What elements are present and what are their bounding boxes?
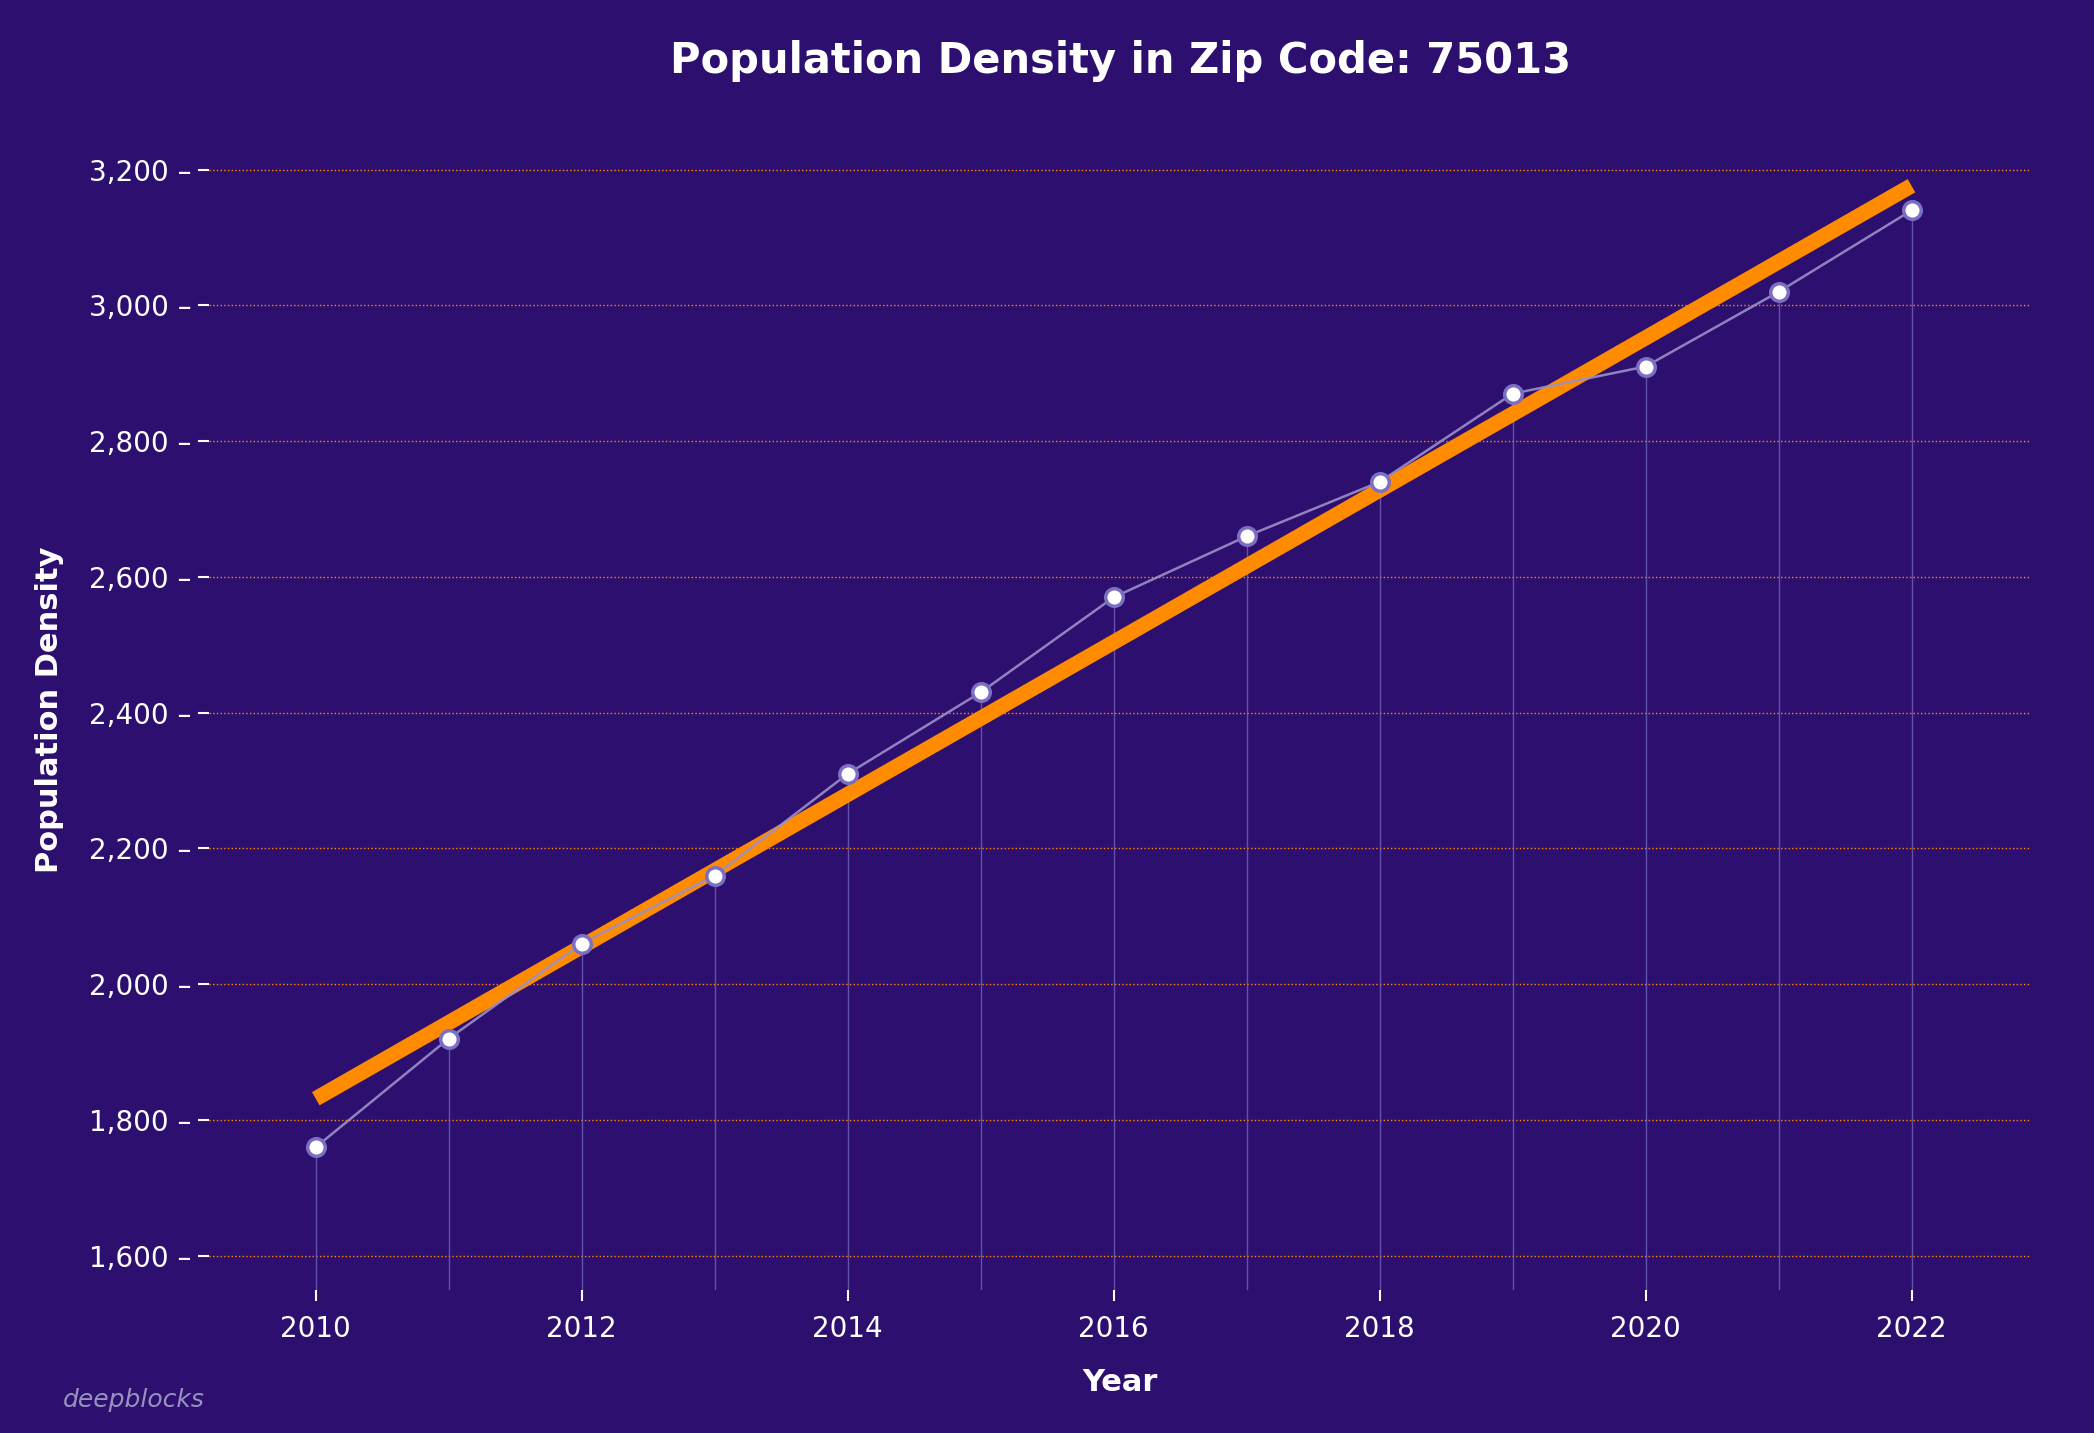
Point (697, 864, 731, 887)
Point (1629, 355, 1663, 378)
Point (1229, 524, 1263, 547)
Point (1761, 281, 1795, 304)
Text: deepblocks: deepblocks (63, 1387, 205, 1412)
Y-axis label: Population Density: Population Density (36, 546, 63, 873)
Point (299, 1136, 333, 1159)
Point (1363, 470, 1397, 493)
Title: Population Density in Zip Code: 75013: Population Density in Zip Code: 75013 (670, 40, 1570, 83)
Point (1895, 199, 1929, 222)
Point (831, 762, 865, 785)
Point (565, 931, 599, 954)
Point (431, 1027, 465, 1050)
Point (1495, 383, 1529, 406)
Point (963, 681, 997, 704)
Point (1097, 586, 1131, 609)
X-axis label: Year: Year (1083, 1367, 1158, 1397)
